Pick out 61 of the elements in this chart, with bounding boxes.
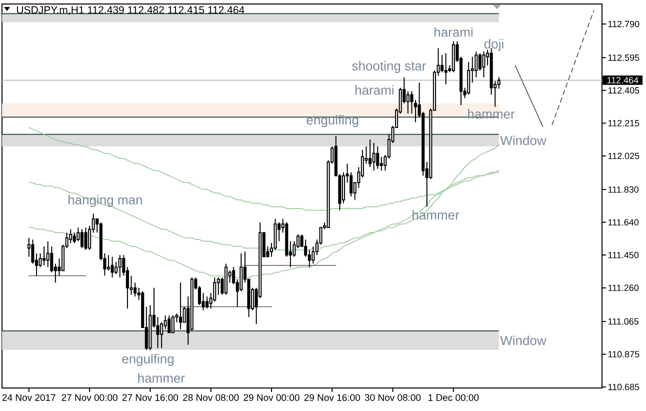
- annotation: hammer: [468, 109, 515, 119]
- x-tick-label: 24 Nov 2017: [2, 394, 56, 401]
- candlestick: [380, 156, 383, 172]
- y-tick-label: 111.830: [608, 186, 639, 193]
- candlestick: [106, 254, 110, 272]
- candlestick: [168, 314, 171, 334]
- x-tick-label: 29 Nov 16:00: [304, 394, 360, 401]
- y-tick-label: 110.875: [608, 351, 640, 358]
- candlestick: [440, 54, 444, 73]
- annotation: harami: [434, 27, 472, 37]
- y-tick-label: 112.405: [608, 87, 640, 94]
- candlestick: [114, 261, 118, 275]
- y-tick-label: 112.595: [608, 54, 640, 61]
- candlestick: [482, 51, 486, 78]
- y-tick-label: 112.790: [608, 20, 640, 28]
- candlestick: [304, 239, 308, 258]
- candlestick: [478, 52, 482, 72]
- chart-title: USDJPY.m,H1 112.439 112.482 112.415 112.464: [17, 6, 244, 15]
- candlestick: [31, 239, 34, 264]
- band-label: Window: [500, 336, 546, 346]
- candlestick: [50, 246, 54, 273]
- band-label: Window: [500, 136, 546, 146]
- annotation: engulfing: [306, 115, 358, 128]
- candlestick: [84, 226, 88, 250]
- candlestick: [171, 314, 174, 334]
- annotation: doji: [484, 39, 504, 52]
- ref-line-label: 112.464: [607, 77, 638, 84]
- x-tick-label: 1 Dec 00:00: [428, 394, 479, 401]
- candlestick: [444, 52, 448, 85]
- x-tick-label: 30 Nov 08:00: [364, 394, 421, 401]
- candlestick: [312, 246, 315, 264]
- candlestick: [308, 249, 311, 268]
- candlestick: [497, 76, 500, 90]
- y-tick-label: 110.685: [608, 384, 640, 390]
- candlestick: [372, 142, 376, 172]
- candlestick: [206, 296, 209, 310]
- x-tick-label: 27 Nov 16:00: [122, 394, 178, 401]
- y-tick-label: 112.215: [608, 120, 640, 126]
- annotation: engulfing: [122, 354, 174, 366]
- y-tick-label: 111.065: [608, 318, 639, 325]
- candlestick: [118, 254, 122, 278]
- y-tick-label: 111.640: [608, 219, 639, 226]
- x-tick-label: 27 Nov 00:00: [62, 394, 118, 401]
- x-tick-label: 29 Nov 00:00: [244, 394, 300, 401]
- y-tick-label: 111.260: [608, 284, 639, 292]
- y-tick-label: 111.450: [608, 252, 639, 258]
- y-tick-label: 112.025: [608, 152, 640, 160]
- candlestick: [46, 240, 50, 268]
- annotation: harami: [355, 85, 394, 95]
- candlestick: [156, 316, 160, 349]
- candlestick: [80, 228, 84, 249]
- x-tick-label: 28 Nov 08:00: [183, 394, 239, 401]
- candlestick: [467, 61, 470, 96]
- candlestick: [179, 282, 182, 330]
- candlestick: [406, 90, 410, 114]
- annotation: hammer: [138, 373, 185, 383]
- candlestick: [376, 146, 380, 170]
- annotation: shooting star: [352, 60, 426, 74]
- candlestick: [110, 256, 114, 278]
- candlestick: [42, 246, 46, 266]
- candlestick: [368, 139, 372, 168]
